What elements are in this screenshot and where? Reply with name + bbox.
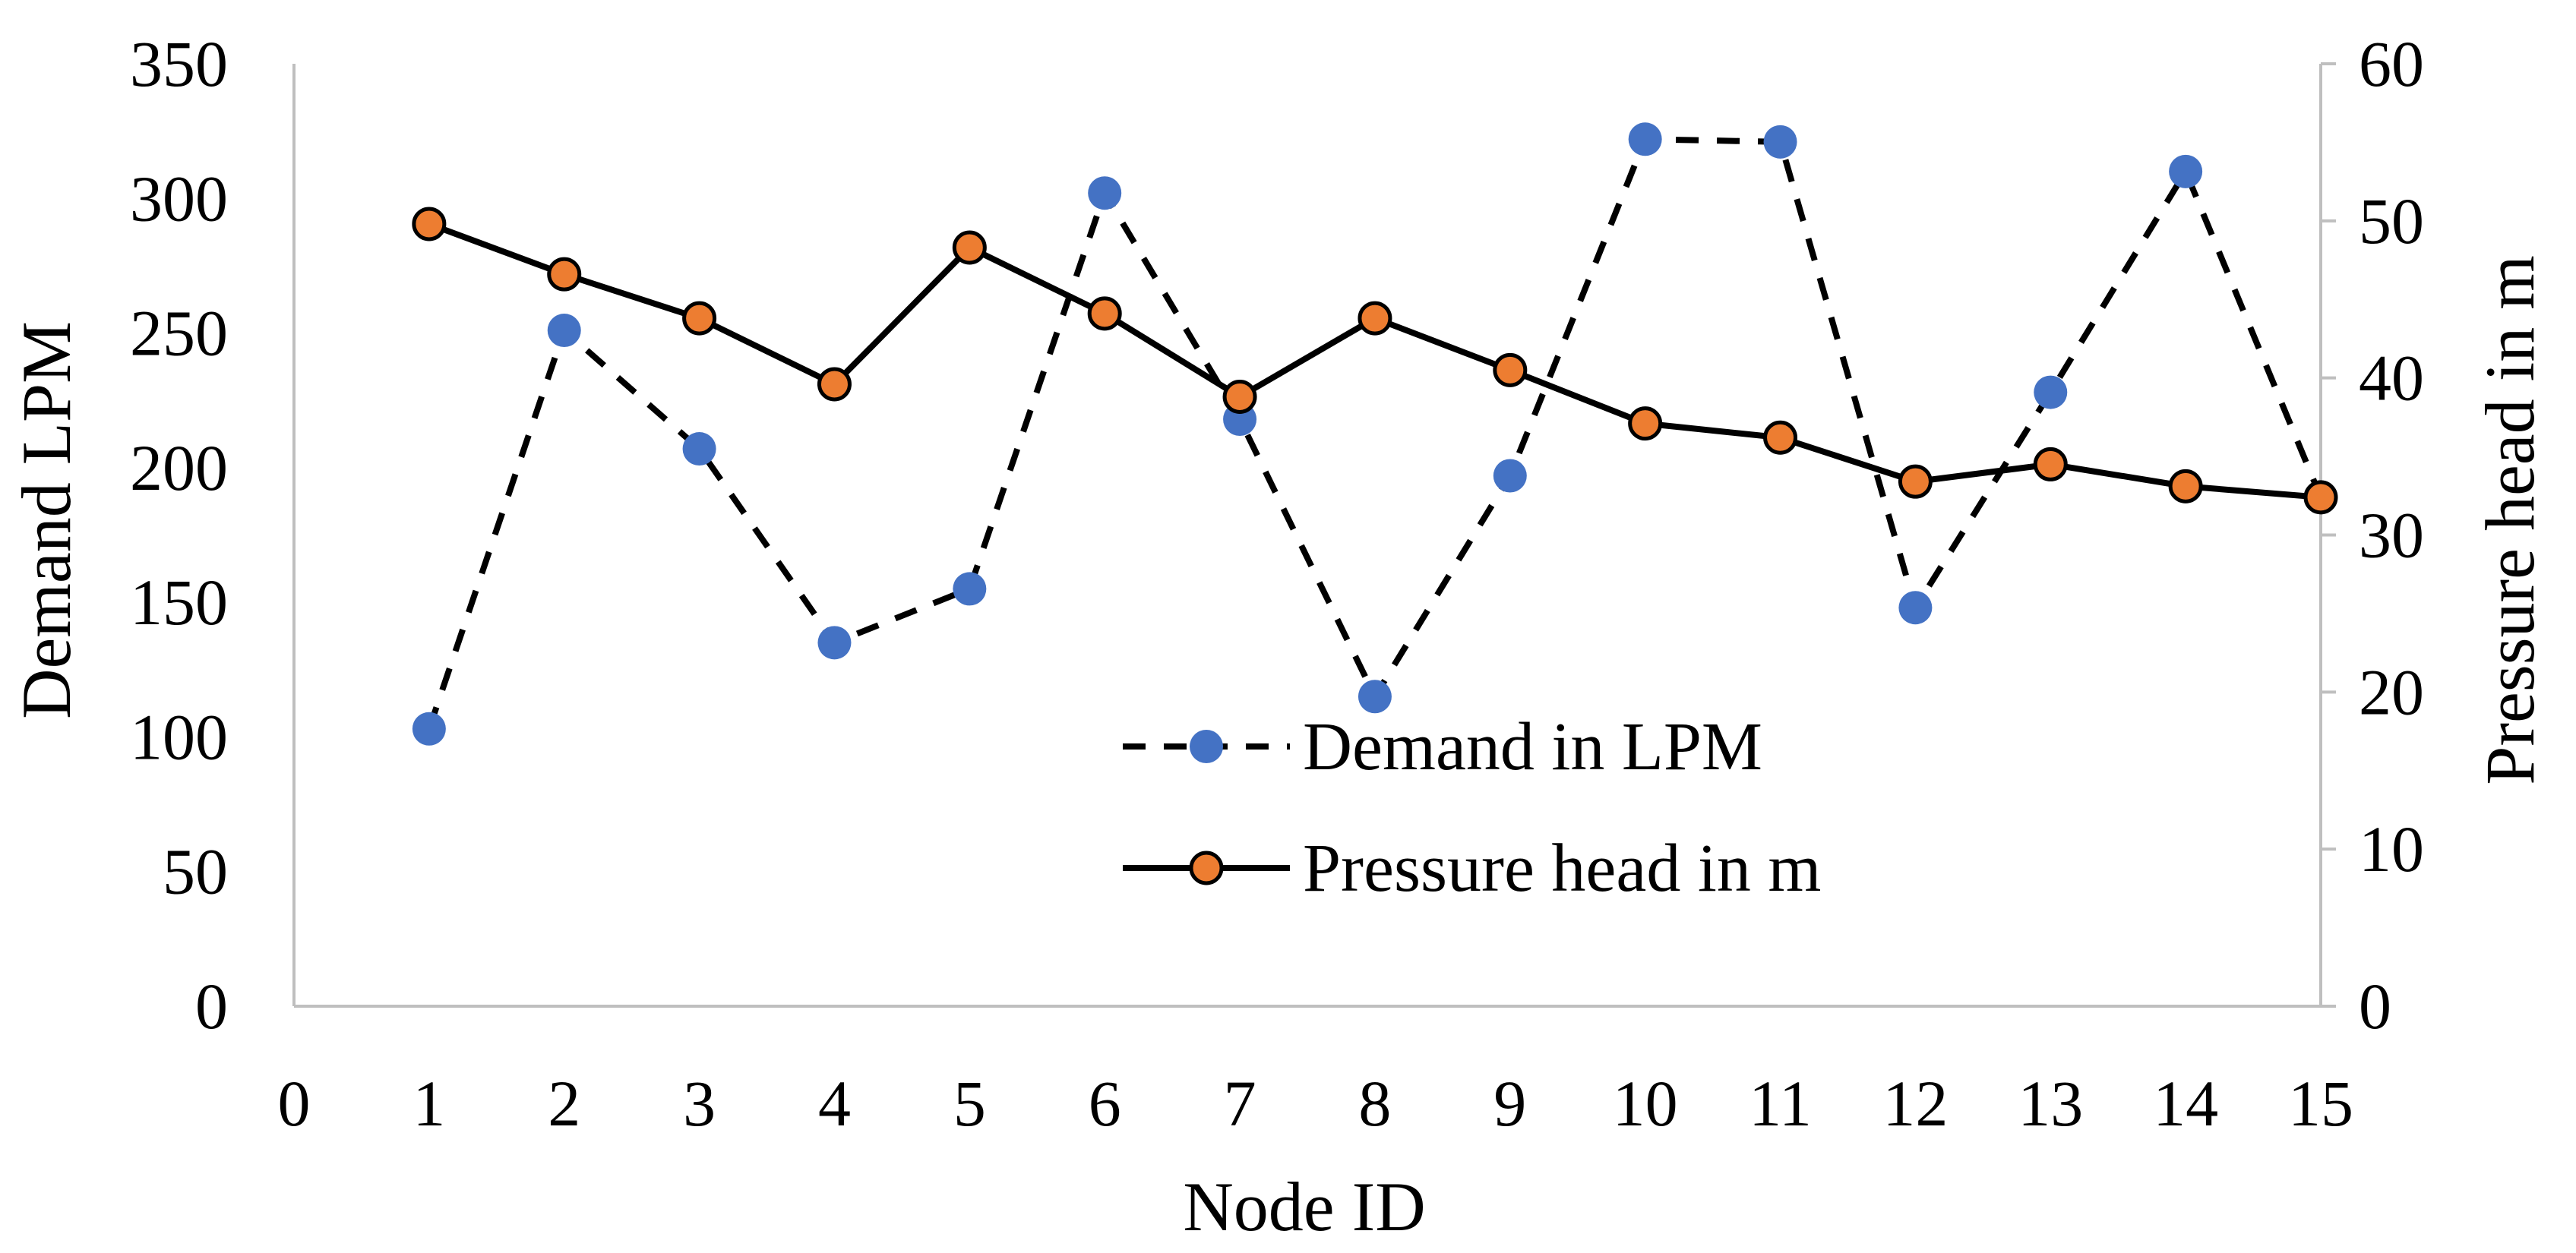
pressure-data-point — [2303, 480, 2338, 515]
x-tick-label: 1 — [412, 1067, 445, 1140]
demand-data-point — [1898, 591, 1933, 625]
y-right-tick-label: 0 — [2359, 970, 2391, 1043]
legend: Demand in LPM Pressure head in m — [1123, 709, 1821, 906]
pressure-data-point — [1898, 464, 1933, 499]
y-left-tick-label: 250 — [130, 297, 228, 370]
pressure-data-point — [1493, 352, 1528, 387]
pressure-data-point — [817, 367, 852, 402]
demand-data-point — [1628, 122, 1662, 156]
y-right-axis-title: Pressure head in m — [2471, 255, 2549, 785]
x-tick-label: 2 — [548, 1067, 580, 1140]
y-left-tick-label: 0 — [195, 970, 228, 1043]
y-right-tick-label: 20 — [2359, 655, 2424, 728]
legend-pressure-label: Pressure head in m — [1303, 831, 1821, 906]
pressure-data-point — [2168, 469, 2203, 503]
demand-data-point — [682, 432, 716, 466]
x-tick-label: 4 — [818, 1067, 851, 1140]
x-tick-label: 3 — [683, 1067, 716, 1140]
x-tick-label: 7 — [1224, 1067, 1256, 1140]
x-tick-label: 14 — [2153, 1067, 2218, 1140]
pressure-data-point — [682, 301, 717, 336]
pressure-data-point — [952, 230, 987, 265]
y-left-tick-label: 350 — [130, 27, 228, 100]
demand-data-point — [547, 314, 581, 348]
x-tick-label: 9 — [1493, 1067, 1526, 1140]
demand-data-point — [412, 712, 446, 746]
pressure-data-point — [1763, 420, 1798, 455]
y-right-tick-label: 60 — [2359, 27, 2424, 100]
y-right-tick-label: 30 — [2359, 499, 2424, 572]
x-tick-label: 6 — [1089, 1067, 1121, 1140]
x-tick-label: 0 — [278, 1067, 311, 1140]
x-tick-label: 11 — [1749, 1067, 1812, 1140]
y-left-tick-labels: 0 50 100 150 200 250 300 350 — [130, 27, 228, 1043]
y-right-tick-label: 10 — [2359, 813, 2424, 885]
demand-data-point — [1763, 125, 1797, 159]
x-tick-label: 10 — [1613, 1067, 1678, 1140]
x-tick-label: 15 — [2288, 1067, 2353, 1140]
pressure-data-point — [2033, 447, 2068, 481]
y-left-axis-title: Demand LPM — [8, 321, 85, 719]
pressure-data-point — [412, 207, 447, 241]
x-tick-labels: 0 1 2 3 4 5 6 7 8 9 10 11 12 13 14 15 — [278, 1067, 2354, 1140]
demand-data-point — [1088, 176, 1122, 210]
legend-demand-marker — [1190, 730, 1223, 763]
y-right-tick-label: 50 — [2359, 185, 2424, 257]
x-tick-label: 12 — [1882, 1067, 1948, 1140]
x-tick-label: 13 — [2018, 1067, 2083, 1140]
legend-pressure-marker — [1189, 851, 1224, 885]
pressure-data-point — [1222, 379, 1257, 414]
pressure-data-point — [1358, 301, 1392, 336]
x-tick-label: 5 — [953, 1067, 986, 1140]
pressure-data-point — [1628, 406, 1663, 441]
y-right-tick-label: 40 — [2359, 342, 2424, 415]
series-layer — [412, 122, 2338, 746]
y-left-tick-label: 150 — [130, 566, 228, 639]
x-tick-label: 8 — [1358, 1067, 1391, 1140]
y-left-tick-label: 50 — [163, 835, 228, 908]
y-left-tick-label: 300 — [130, 162, 228, 235]
y-right-tick-labels: 0 10 20 30 40 50 60 — [2359, 27, 2424, 1043]
demand-data-point — [2034, 375, 2068, 409]
demand-data-point — [953, 572, 987, 606]
pressure-data-point — [547, 257, 582, 292]
y-left-tick-label: 200 — [130, 431, 228, 504]
demand-data-point — [1493, 459, 1527, 493]
legend-demand-label: Demand in LPM — [1303, 709, 1762, 784]
pressure-data-point — [1087, 296, 1122, 331]
demand-data-point — [2169, 154, 2203, 188]
demand-data-point — [1358, 680, 1392, 714]
demand-series-line — [426, 136, 2324, 731]
demand-data-point — [817, 626, 852, 660]
x-axis-title: Node ID — [1183, 1168, 1425, 1245]
y-left-tick-label: 100 — [130, 700, 228, 773]
axes — [292, 62, 2336, 1008]
